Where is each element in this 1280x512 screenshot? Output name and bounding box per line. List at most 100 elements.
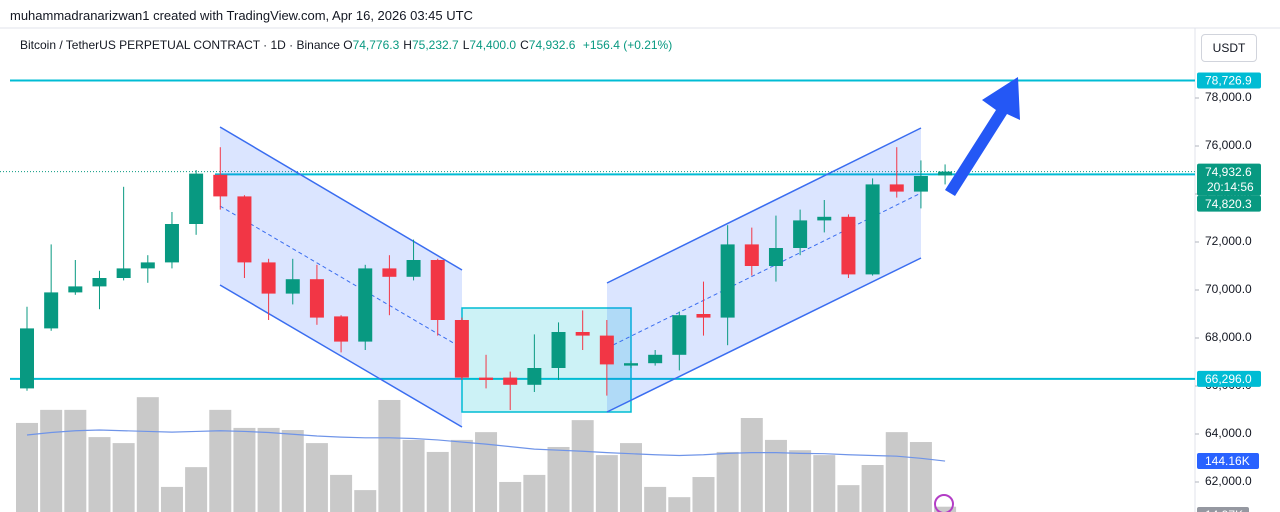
candles <box>20 147 953 410</box>
volume-label-bg <box>1197 507 1249 512</box>
price-line-label: 78,726.9 <box>1205 74 1252 88</box>
candle-body <box>358 268 373 342</box>
candle-body <box>696 314 711 318</box>
last-price-label: 74,932.6 <box>1205 165 1252 179</box>
background-layer <box>0 27 1280 512</box>
legend-key: C <box>520 38 529 52</box>
volume-bar <box>571 420 594 512</box>
channel-midline <box>606 192 922 349</box>
volume-bar <box>547 446 570 512</box>
candle-body <box>720 244 735 318</box>
candle-body <box>44 292 59 329</box>
legend-value: 74,932.6 <box>528 38 576 52</box>
volume-bar <box>523 474 546 512</box>
y-tick-label: 62,000.0 <box>1205 474 1252 488</box>
volume-bar <box>330 474 353 512</box>
volume-bar <box>185 467 208 512</box>
legend-value: 74,400.0 <box>469 38 517 52</box>
candle-body <box>140 262 155 269</box>
candle-body <box>92 278 107 287</box>
volume-bar <box>16 422 38 512</box>
candle-body <box>889 184 904 192</box>
candle-body <box>865 184 880 275</box>
candle-body <box>189 173 204 224</box>
candle-body <box>20 328 34 389</box>
volume-bar <box>475 432 498 512</box>
volume-bar <box>934 506 957 512</box>
volume-bar <box>64 409 87 512</box>
channel-line <box>219 284 463 428</box>
y-tick-label: 68,000.0 <box>1205 330 1252 344</box>
volume-bar <box>692 477 715 512</box>
candle-body <box>237 196 252 263</box>
candle-body <box>309 279 324 318</box>
ohlc: O74,776.3 H75,232.7 L74,400.0 C74,932.6 <box>343 38 579 52</box>
legend-value: 75,232.7 <box>411 38 459 52</box>
marker-label-bg <box>1197 195 1261 212</box>
candle-body <box>285 279 300 294</box>
candle-body <box>430 260 445 320</box>
flash-icon <box>934 494 954 512</box>
candle-body <box>768 248 783 266</box>
volume-bar <box>209 409 232 512</box>
countdown: 20:14:56 <box>1207 180 1254 194</box>
change: +156.4 (+0.21%) <box>582 38 673 52</box>
volume-bar <box>233 427 256 512</box>
candle-body <box>334 316 349 342</box>
candle-body <box>164 224 179 263</box>
volume-bar <box>620 443 642 512</box>
candle-body <box>817 216 832 221</box>
candle-body <box>406 260 421 277</box>
price-line-label: 66,296.0 <box>1205 372 1252 386</box>
volume-label: 14.97K <box>1205 508 1243 512</box>
price-line-label-bg <box>1197 370 1261 387</box>
volume-bar <box>644 486 667 512</box>
candle-body <box>913 176 928 192</box>
volume-bar <box>909 442 932 512</box>
volume-bar <box>354 490 377 512</box>
price-badges: 78,726.9 66,296.0 74,932.620:14:56 74,820.3… <box>1197 72 1261 512</box>
candle-body <box>261 262 276 294</box>
volume-bar <box>716 451 739 512</box>
volume-bar <box>885 432 908 512</box>
candle-body <box>672 315 687 355</box>
currency-button[interactable]: USDT <box>1201 34 1257 62</box>
candle-body <box>744 244 759 266</box>
volume-bar <box>305 443 328 512</box>
channel-midline <box>219 205 463 349</box>
last-price-bg <box>1197 163 1261 196</box>
symbol: Bitcoin / TetherUS PERPETUAL CONTRACT · … <box>20 38 340 52</box>
candle-body <box>793 220 808 248</box>
legend-value: 74,776.3 <box>352 38 400 52</box>
candle-body <box>575 332 590 336</box>
candle-body <box>527 368 542 385</box>
y-tick-label: 76,000.0 <box>1205 138 1252 152</box>
candle-body <box>624 363 638 366</box>
volume-bar <box>837 485 860 512</box>
volume-bar <box>595 455 618 512</box>
volume-ma <box>26 429 946 462</box>
candle-body <box>503 377 518 385</box>
y-tick-label: 78,000.0 <box>1205 90 1252 104</box>
volume-bar <box>861 465 884 512</box>
candle-body <box>841 216 856 275</box>
legend-key: H <box>403 38 412 52</box>
volume-bar <box>813 455 836 512</box>
volume-bar <box>499 481 522 512</box>
legend-key: L <box>462 38 470 52</box>
candle-body <box>648 354 663 364</box>
symbol-legend: Bitcoin / TetherUS PERPETUAL CONTRACT · … <box>20 38 676 52</box>
target-arrow <box>945 77 1020 196</box>
candle-body <box>116 268 131 278</box>
channel-line <box>606 257 922 413</box>
volume-ma-label: 144.16K <box>1205 454 1250 468</box>
volume-bar <box>740 418 763 512</box>
volume-bar <box>378 399 401 512</box>
volume-bar <box>426 451 449 512</box>
candle-body <box>551 332 566 368</box>
volume-bar <box>789 450 812 512</box>
candle-body <box>382 268 397 277</box>
channel-line <box>219 126 463 271</box>
